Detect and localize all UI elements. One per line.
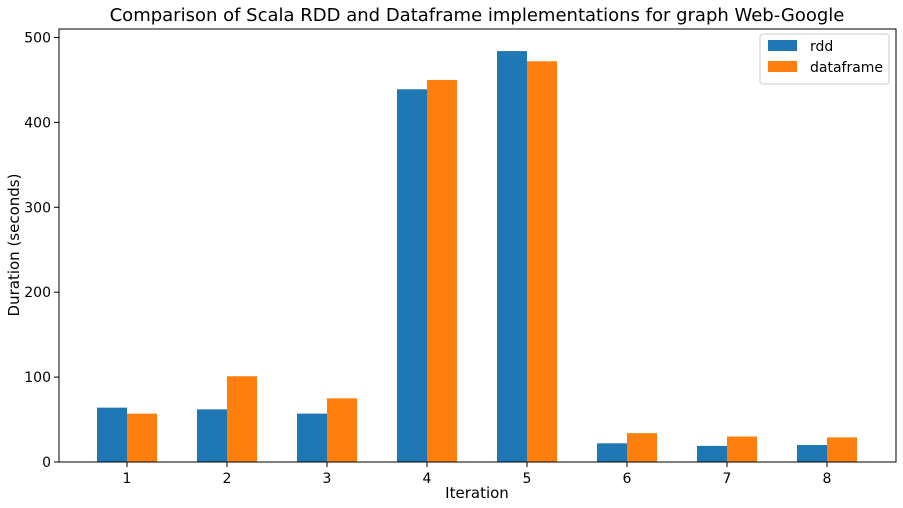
bar-dataframe-4 [427,79,457,463]
bar-rdd-4 [397,89,427,462]
bar-dataframe-7 [727,436,757,462]
bar-rdd-7 [697,445,727,462]
legend-label-rdd: rdd [810,39,833,55]
x-tick-label: 3 [323,471,332,487]
x-tick-label: 1 [123,471,132,487]
bar-dataframe-1 [127,413,157,462]
y-axis-label: Duration (seconds) [5,174,23,317]
y-tick-label: 300 [24,200,51,216]
bar-rdd-2 [197,409,227,462]
x-tick-label: 8 [823,471,832,487]
y-tick-label: 200 [24,285,51,301]
bar-dataframe-3 [327,398,357,462]
bar-rdd-1 [97,407,127,462]
x-tick-label: 4 [423,471,432,487]
x-tick-label: 5 [523,471,532,487]
bars-group [97,51,857,463]
legend: rdd dataframe [759,33,890,85]
legend-label-dataframe: dataframe [810,60,883,76]
y-tick-label: 500 [24,30,51,46]
x-tick-label: 6 [623,471,632,487]
bar-dataframe-5 [527,61,557,462]
bar-rdd-3 [297,413,327,462]
x-tick-label: 2 [223,471,232,487]
bar-dataframe-2 [227,376,257,462]
x-axis: 1 2 3 4 5 6 7 8 [123,462,832,487]
y-tick-label: 400 [24,115,51,131]
bar-rdd-8 [797,445,827,462]
y-tick-label: 100 [24,370,51,386]
chart-title: Comparison of Scala RDD and Dataframe im… [110,5,845,26]
bar-rdd-5 [497,51,527,462]
bar-dataframe-8 [827,437,857,462]
y-tick-label: 0 [42,455,51,471]
bar-rdd-6 [597,443,627,462]
plot-frame [58,28,897,463]
x-tick-label: 7 [723,471,732,487]
legend-swatch-dataframe [768,61,797,72]
bar-dataframe-6 [627,433,657,462]
legend-swatch-rdd [768,40,797,51]
x-axis-label: Iteration [445,484,509,502]
y-axis: 0 100 200 300 400 500 [24,30,59,471]
